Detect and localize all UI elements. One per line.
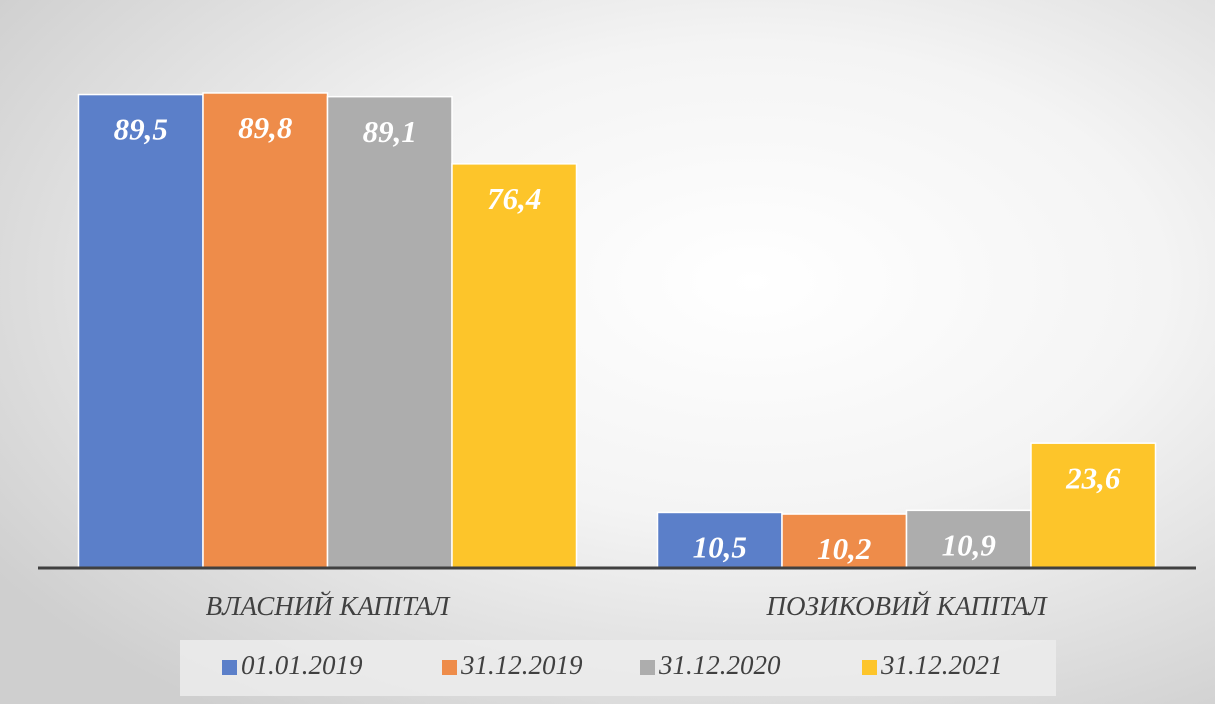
x-tick-label: ПОЗИКОВИЙ КАПІТАЛ <box>765 590 1048 621</box>
bar <box>451 163 578 569</box>
bar <box>77 93 204 569</box>
data-label: 10,5 <box>693 530 747 565</box>
legend-box <box>180 640 1056 696</box>
legend-label: 31.12.2021 <box>880 650 1003 680</box>
legend-label: 01.01.2019 <box>241 650 363 680</box>
data-label: 89,1 <box>363 114 417 149</box>
legend-swatch <box>862 660 877 675</box>
data-label: 89,8 <box>238 110 293 145</box>
data-label: 10,2 <box>817 531 871 566</box>
x-tick-label: ВЛАСНИЙ КАПІТАЛ <box>206 590 451 621</box>
bar <box>1030 442 1157 569</box>
bar <box>202 92 329 569</box>
legend-swatch <box>222 660 237 675</box>
data-label: 76,4 <box>487 181 541 216</box>
bar <box>326 95 453 569</box>
legend-swatch <box>442 660 457 675</box>
data-label: 89,5 <box>114 112 168 147</box>
data-label: 10,9 <box>942 527 996 562</box>
legend-swatch <box>640 660 655 675</box>
legend-label: 31.12.2019 <box>460 650 583 680</box>
legend-label: 31.12.2020 <box>658 650 781 680</box>
data-label: 23,6 <box>1065 460 1121 495</box>
